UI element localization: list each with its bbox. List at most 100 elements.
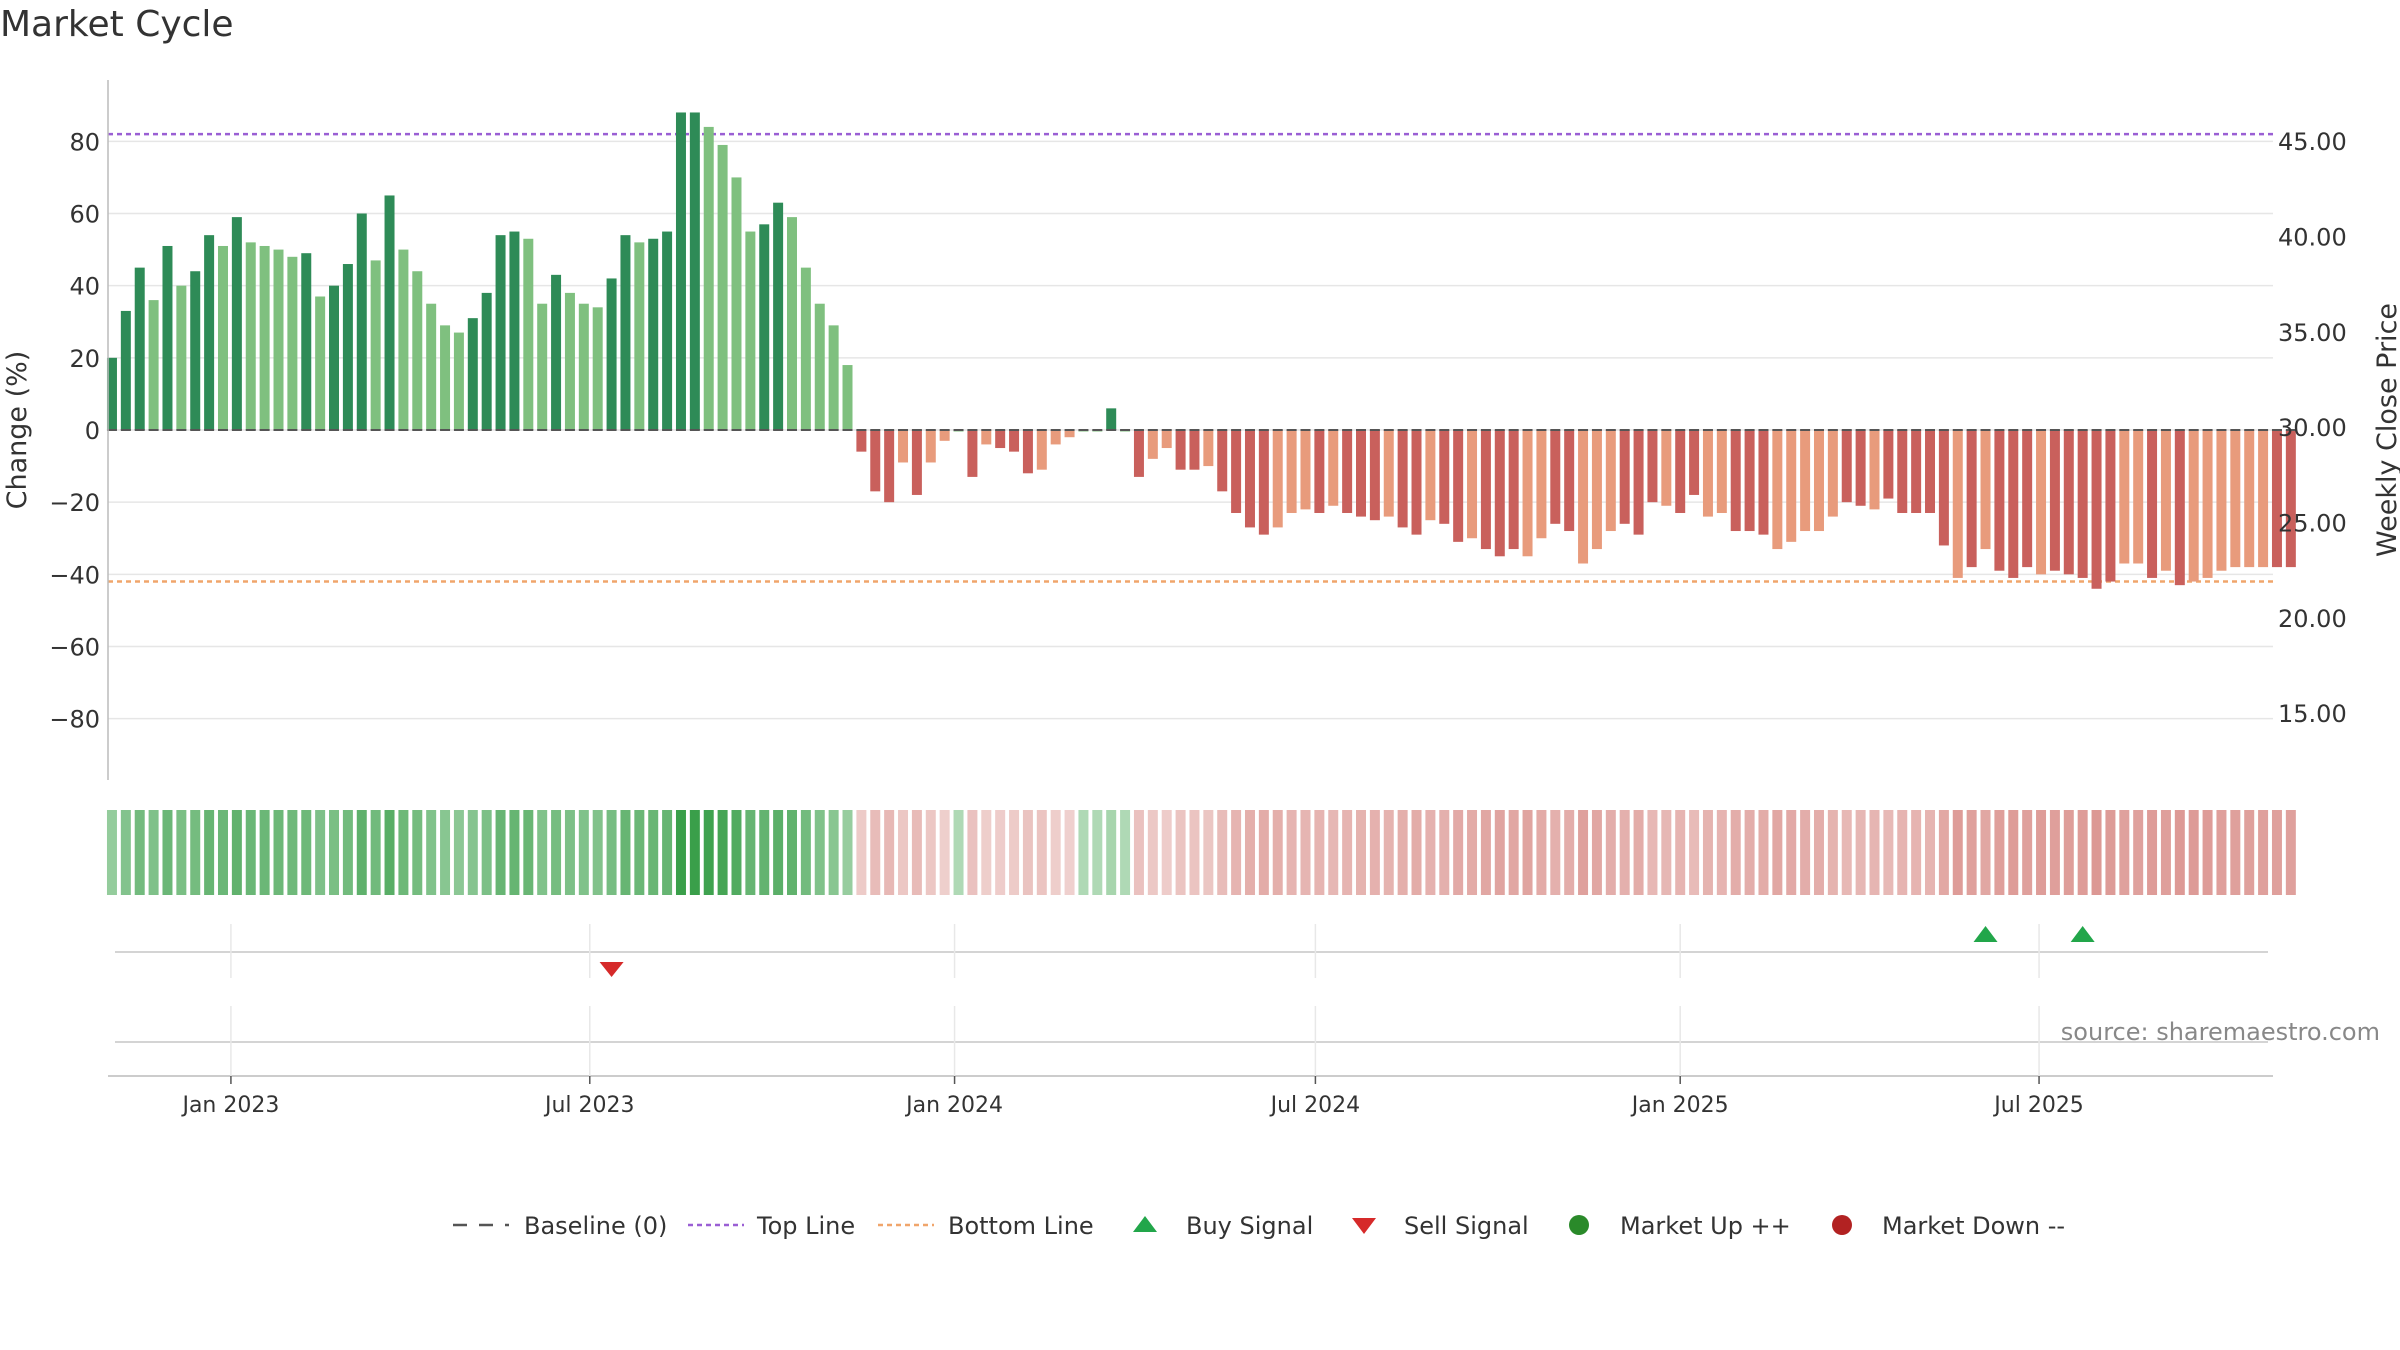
heat-cell: [703, 810, 714, 895]
change-bar: [1397, 430, 1408, 528]
heat-cell: [1272, 810, 1283, 895]
heat-cell: [1064, 810, 1075, 895]
heat-cell: [398, 810, 409, 895]
heat-cell: [2049, 810, 2060, 895]
heat-cell: [2174, 810, 2185, 895]
heat-cell: [537, 810, 548, 895]
change-bar: [1897, 430, 1908, 513]
change-bar: [1938, 430, 1949, 546]
heat-cell: [120, 810, 131, 895]
change-bar: [1633, 430, 1644, 535]
heat-cell: [773, 810, 784, 895]
heat-cell: [1203, 810, 1214, 895]
change-bar: [662, 231, 673, 430]
change-bar: [2160, 430, 2171, 571]
market-down-legend-swatch: [1832, 1215, 1852, 1235]
change-bar: [1231, 430, 1242, 513]
change-bar: [537, 303, 548, 430]
heat-cell: [675, 810, 686, 895]
change-bar: [176, 285, 187, 430]
heat-cell: [1411, 810, 1422, 895]
heat-cell: [731, 810, 742, 895]
source-credit: source: sharemaestro.com: [2061, 1018, 2380, 1046]
change-bar: [1009, 430, 1020, 452]
change-bar: [1952, 430, 1963, 578]
heat-cell: [2133, 810, 2144, 895]
heat-cell: [2216, 810, 2227, 895]
heat-cell: [1536, 810, 1547, 895]
change-bar: [981, 430, 992, 445]
change-bar: [1925, 430, 1936, 513]
change-bar: [467, 318, 478, 430]
heat-cell: [564, 810, 575, 895]
heat-cell: [1300, 810, 1311, 895]
heat-cell: [981, 810, 992, 895]
change-bar: [2105, 430, 2116, 582]
change-bar: [1453, 430, 1464, 542]
heat-cell: [440, 810, 451, 895]
heat-cell: [953, 810, 964, 895]
heat-cell: [453, 810, 464, 895]
heat-cell: [1161, 810, 1172, 895]
heat-cell: [329, 810, 340, 895]
heat-cell: [1911, 810, 1922, 895]
change-bar: [578, 303, 589, 430]
change-bar: [745, 231, 756, 430]
y2-tick-label: 35.00: [2278, 319, 2347, 347]
change-bar: [2258, 430, 2269, 568]
change-bar: [1619, 430, 1630, 524]
heat-cell: [190, 810, 201, 895]
y-tick-label: −60: [49, 633, 100, 661]
heat-cell: [1883, 810, 1894, 895]
change-bar: [356, 213, 367, 430]
change-bar: [1286, 430, 1297, 513]
y-tick-label: 60: [69, 201, 100, 229]
change-bar: [204, 235, 215, 430]
change-bar: [1133, 430, 1144, 477]
change-bar: [1356, 430, 1366, 517]
change-bar: [1994, 430, 2005, 571]
heat-cell: [870, 810, 881, 895]
change-bar: [329, 285, 340, 430]
y2-tick-label: 40.00: [2278, 223, 2347, 251]
change-bar: [1702, 430, 1713, 517]
y2-axis-label: Weekly Close Price: [2372, 303, 2400, 557]
change-bar: [717, 144, 728, 430]
heat-cell: [856, 810, 867, 895]
heat-cell: [2091, 810, 2102, 895]
heat-cell: [1689, 810, 1700, 895]
heat-cell: [592, 810, 603, 895]
change-bar: [1661, 430, 1672, 506]
heat-cell: [995, 810, 1006, 895]
heat-cell: [689, 810, 700, 895]
y-tick-label: 40: [69, 273, 100, 301]
change-bar: [814, 303, 825, 430]
heat-cell: [1591, 810, 1602, 895]
heat-cell: [1397, 810, 1408, 895]
change-bar: [1467, 430, 1478, 539]
heat-cell: [2077, 810, 2088, 895]
change-bar: [1203, 430, 1214, 467]
change-bar: [2119, 430, 2130, 564]
heat-cell: [967, 810, 978, 895]
heat-cell: [1633, 810, 1644, 895]
y2-tick-label: 20.00: [2278, 605, 2347, 633]
change-bar: [2133, 430, 2144, 564]
heat-cell: [204, 810, 215, 895]
heat-cell: [1328, 810, 1339, 895]
change-bar: [689, 112, 700, 430]
change-bar: [1244, 430, 1255, 528]
change-bar: [800, 267, 811, 430]
change-bar: [551, 274, 562, 430]
heat-cell: [745, 810, 756, 895]
sell-signal-legend-swatch: [1352, 1218, 1376, 1234]
heat-cell: [273, 810, 284, 895]
change-bar: [370, 260, 381, 430]
signal-panel: [115, 926, 2268, 977]
change-bar: [606, 278, 617, 430]
heat-cell: [315, 810, 326, 895]
heat-cell: [1550, 810, 1561, 895]
change-bar: [1383, 430, 1394, 517]
heat-cell: [1952, 810, 1963, 895]
